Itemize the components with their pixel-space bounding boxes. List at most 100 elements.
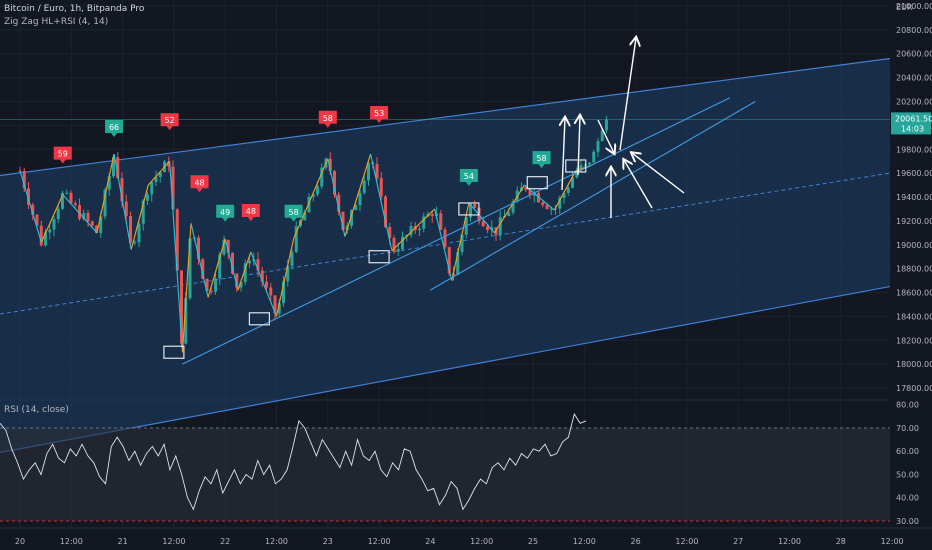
time-axis: 20 12:00 21 12:00 22 12:00 23 12:00 24 12:00 25 12:… [0, 527, 932, 546]
trend-line [182, 97, 730, 365]
candle-body [35, 214, 39, 226]
candle-body [265, 281, 268, 288]
price-tick-label: 17800.00 [896, 384, 932, 393]
candle-body [146, 194, 149, 201]
zigzag-segment [327, 158, 346, 237]
zigzag-labels: 59 66 52 48 49 48 58 58 53 54 58 [53, 106, 551, 222]
svg-text:66: 66 [109, 123, 119, 132]
candle-body [588, 162, 591, 165]
price-tick-label: 20800.00 [896, 26, 932, 35]
price-tick-label: 20400.00 [896, 74, 932, 83]
candle-body [218, 254, 222, 279]
candle-body [39, 225, 43, 246]
candle-body [99, 216, 103, 233]
rsi-axis: 80.00 70.00 60.00 50.00 40.00 30.00 [896, 401, 919, 526]
time-tick-label: 12:00 [368, 537, 391, 546]
rsi-tick-label: 50.00 [896, 470, 919, 479]
time-tick-label: 12:00 [60, 537, 83, 546]
zigzag-segment [451, 202, 470, 281]
candle-body [341, 211, 345, 231]
time-tick-label: 26 [631, 537, 641, 546]
candle-body [528, 189, 532, 196]
time-tick-label: 12:00 [265, 537, 288, 546]
candle-body [460, 234, 464, 252]
candle-body [422, 216, 426, 229]
candle-body [362, 180, 366, 193]
rsi-band [0, 427, 890, 522]
zigzag-label: 59 [53, 146, 72, 164]
svg-text:48: 48 [194, 178, 204, 187]
candle-body [171, 166, 175, 210]
rsi-tick-label: 60.00 [896, 447, 919, 456]
candle-body [443, 229, 447, 248]
candle-body [133, 242, 137, 244]
pivot-box [368, 250, 390, 264]
channel-upper-line [0, 57, 891, 177]
candle-body [52, 219, 56, 230]
candle-body [129, 216, 132, 243]
svg-text:58: 58 [289, 208, 299, 217]
candle-body [311, 194, 315, 197]
price-tick-label: 18000.00 [896, 360, 932, 369]
pivot-box [565, 159, 587, 173]
candle-body [575, 170, 579, 178]
candle-body [48, 229, 52, 233]
time-tick-label: 12:00 [470, 537, 493, 546]
rsi-tick-label: 70.00 [896, 424, 919, 433]
candle-body [277, 303, 281, 314]
candle-body [409, 226, 413, 236]
candle-body [605, 119, 608, 131]
price-tick-label: 18200.00 [896, 336, 932, 345]
candle-body [214, 278, 217, 292]
candle-body [78, 205, 81, 219]
candle-body [120, 178, 124, 202]
candle-body [61, 192, 64, 209]
price-tick-label: 19000.00 [896, 241, 932, 250]
candle-body [307, 196, 311, 213]
candle-body [103, 189, 107, 217]
annotation-arrows [562, 38, 685, 218]
zigzag-segment [237, 251, 252, 291]
zigzag-segment [275, 238, 295, 317]
zigzag-segment [553, 170, 577, 211]
candle-body [549, 208, 553, 210]
candle-body [205, 278, 209, 291]
time-tick-label: 25 [528, 537, 538, 546]
candle-body [154, 176, 158, 182]
zigzag-label: 49 [216, 204, 235, 222]
rsi-panel [0, 412, 890, 522]
rsi-tick-label: 40.00 [896, 494, 919, 503]
pivot-box [163, 345, 185, 359]
zigzag-segment [19, 170, 42, 243]
candle-body [473, 203, 477, 208]
time-tick-label: 23 [323, 537, 333, 546]
zigzag-label: 48 [241, 203, 260, 221]
rsi-tick-label: 80.00 [896, 401, 919, 410]
candle-body [294, 226, 298, 252]
candle-body [86, 213, 90, 222]
svg-text:49: 49 [220, 208, 230, 217]
candle-body [124, 201, 128, 217]
candle-body [273, 295, 277, 314]
candle-body [303, 212, 307, 221]
candle-body [388, 227, 392, 238]
indicator-title: Zig Zag HL+RSI (4, 14) [4, 17, 109, 27]
candle-body [316, 186, 319, 195]
svg-text:54: 54 [464, 172, 474, 181]
candle-body [571, 177, 574, 188]
time-tick-label: 24 [425, 537, 435, 546]
candle-body [596, 141, 600, 152]
candle-body [44, 232, 47, 246]
last-price-tag [891, 112, 931, 135]
candle-body [73, 203, 77, 206]
candle-body [379, 178, 383, 197]
zigzag-label: 66 [105, 120, 124, 138]
zigzag-segment [147, 160, 171, 186]
candle-body [481, 221, 485, 227]
price-axis: 21000.00 20800.00 20600.00 20400.00 20200.00… [890, 0, 932, 528]
time-tick-label: 12:00 [675, 537, 698, 546]
annotation-arrow [562, 118, 565, 191]
candle-body [545, 205, 549, 210]
price-tick-label: 18800.00 [896, 265, 932, 274]
